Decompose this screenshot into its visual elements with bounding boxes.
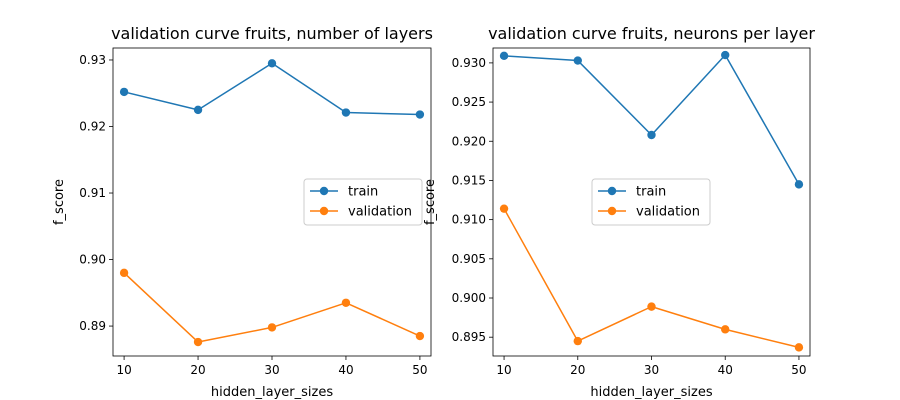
chart-title: validation curve fruits, number of layer… [111, 24, 433, 43]
data-point-validation [193, 337, 203, 347]
y-tick-label: 0.92 [79, 119, 106, 133]
series-line-validation [503, 208, 800, 349]
legend-label-validation: validation [348, 205, 412, 220]
legend-label-validation: validation [636, 205, 700, 220]
legend-label-train: train [348, 185, 378, 200]
series-line-validation [123, 272, 421, 343]
data-point-train [794, 180, 804, 189]
data-point-train [267, 59, 277, 68]
y-tick-label: 0.925 [452, 95, 486, 109]
y-tick-label: 0.930 [452, 56, 486, 70]
series-line-train [504, 54, 800, 185]
x-tick-label: 10 [116, 363, 131, 377]
data-point-train [193, 105, 203, 115]
data-point-validation [415, 331, 425, 341]
x-tick-label: 40 [338, 363, 353, 377]
series-line-train [123, 62, 420, 116]
data-point-train [415, 110, 425, 119]
y-tick-label: 0.93 [79, 53, 106, 67]
x-tick-label: 20 [570, 363, 585, 377]
data-point-train [721, 50, 730, 60]
chart-panel-2: validation curve fruits, neurons per lay… [423, 24, 815, 400]
x-tick-label: 30 [264, 363, 279, 377]
chart-title: validation curve fruits, neurons per lay… [488, 24, 815, 43]
legend: train validation [591, 178, 711, 226]
legend-marker-train [607, 186, 617, 196]
data-point-train [573, 56, 582, 65]
x-tick-label: 30 [644, 363, 659, 377]
chart-panel-1: validation curve fruits, number of layer… [52, 24, 433, 400]
data-point-train [341, 108, 351, 117]
x-tick-label: 50 [791, 363, 806, 377]
y-tick-label: 0.900 [452, 291, 486, 305]
legend: train validation [303, 178, 423, 226]
data-point-validation [647, 302, 656, 311]
y-tick-label: 0.920 [452, 134, 486, 148]
data-point-validation [721, 325, 730, 334]
data-point-validation [794, 343, 804, 352]
x-tick-label: 40 [718, 363, 733, 377]
legend-marker-validation [319, 206, 329, 216]
data-point-validation [341, 298, 351, 307]
y-tick-label: 0.895 [452, 330, 486, 344]
data-point-validation [573, 336, 582, 346]
data-point-train [119, 87, 129, 97]
data-point-train [499, 51, 509, 61]
x-tick-label: 20 [190, 363, 205, 377]
y-tick-label: 0.91 [79, 186, 106, 200]
x-tick-label: 50 [412, 363, 427, 377]
x-axis-label: hidden_layer_sizes [211, 385, 333, 400]
data-point-validation [499, 204, 509, 213]
legend-label-train: train [636, 185, 666, 200]
legend-marker-train [319, 186, 329, 196]
x-axis-label: hidden_layer_sizes [590, 385, 712, 400]
y-tick-label: 0.905 [452, 252, 486, 266]
y-tick-label: 0.915 [452, 173, 486, 187]
data-point-validation [267, 323, 277, 332]
y-tick-label: 0.90 [79, 253, 106, 267]
y-axis-label: f_score [52, 179, 67, 225]
data-point-train [647, 130, 656, 140]
y-tick-label: 0.910 [452, 213, 486, 227]
y-axis-label: f_score [423, 179, 438, 225]
x-tick-label: 10 [496, 363, 511, 377]
y-tick-label: 0.89 [79, 319, 106, 333]
data-point-validation [119, 268, 129, 278]
legend-marker-validation [607, 206, 617, 216]
